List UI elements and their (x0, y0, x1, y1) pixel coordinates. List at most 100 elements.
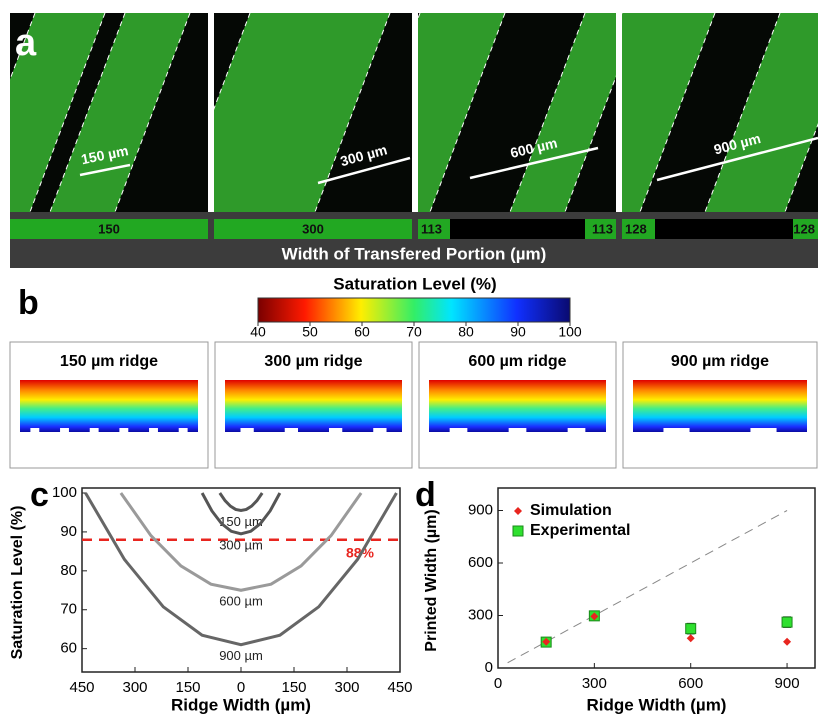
stripe (214, 13, 390, 212)
sim-field (20, 380, 198, 432)
marker (542, 637, 551, 646)
y-tick-label: 60 (60, 640, 77, 657)
curve-label: 150 µm (219, 514, 263, 529)
curve (218, 492, 264, 513)
stripe (50, 13, 190, 212)
transfer-label: 128 (793, 221, 815, 236)
sim-groove (60, 428, 69, 434)
micrograph: 150 µm (10, 13, 208, 212)
x-tick-label: 0 (494, 675, 502, 692)
y-axis-title: Printed Width (µm) (423, 509, 440, 651)
x-tick-label: 300 (334, 679, 359, 696)
marker (686, 634, 695, 643)
sim-field (225, 380, 402, 432)
sim-groove (449, 428, 468, 434)
x-tick-label: 300 (582, 675, 607, 692)
transfer-label: 113 (592, 221, 613, 236)
micrograph: 600 µm (418, 13, 616, 212)
x-tick-label: 450 (387, 679, 412, 696)
panel-label: a (15, 22, 37, 64)
panel-label: d (415, 476, 436, 514)
sim-groove (567, 428, 586, 434)
transfer-segment (10, 219, 208, 239)
transfer-label: 128 (625, 221, 647, 236)
sim-groove (750, 428, 777, 434)
marker (783, 637, 792, 646)
sim-title: 900 µm ridge (671, 353, 769, 370)
transfer-segment (214, 219, 412, 239)
micrograph: 900 µm (622, 13, 818, 212)
y-axis-title: Saturation Level (%) (9, 506, 26, 660)
transfer-segment (793, 219, 818, 239)
transfer-segment (622, 219, 655, 239)
sim-groove (328, 428, 343, 434)
transfer-axis-title: Width of Transfered Portion (µm) (282, 244, 547, 263)
stripe (418, 13, 505, 212)
sim-groove (663, 428, 690, 434)
transfer-label: 150 (98, 221, 120, 236)
sim-title: 600 µm ridge (468, 353, 566, 370)
sim-groove (508, 428, 527, 434)
sim-groove (240, 428, 254, 434)
transfer-segment (585, 219, 616, 239)
sim-groove (284, 428, 299, 434)
stripe (705, 13, 818, 212)
y-tick-label: 0 (485, 659, 493, 676)
sim-groove (149, 428, 158, 434)
marker (781, 616, 793, 628)
x-tick-label: 900 (775, 675, 800, 692)
y-tick-label: 900 (468, 501, 493, 518)
scale-line (317, 156, 411, 185)
scale-line (469, 146, 599, 180)
curve-label: 600 µm (219, 594, 263, 609)
curve-label: 300 µm (219, 537, 263, 552)
sim-title: 300 µm ridge (264, 353, 362, 370)
sim-groove (178, 428, 188, 434)
sim-groove (119, 428, 129, 434)
sim-field (633, 380, 807, 432)
y-tick-label: 90 (60, 523, 77, 540)
micrograph: 300 µm (214, 13, 412, 212)
legend-label: Experimental (530, 522, 630, 539)
curve (200, 492, 282, 536)
x-axis-title: Ridge Width (µm) (171, 695, 311, 714)
y-tick-label: 70 (60, 601, 77, 618)
sim-field (429, 380, 606, 432)
curve (119, 492, 363, 592)
legend-marker (512, 525, 524, 537)
colorbar-tick-label: 40 (250, 324, 266, 340)
stripe (10, 13, 105, 212)
x-tick-label: 150 (281, 679, 306, 696)
y-tick-label: 80 (60, 562, 77, 579)
marker (590, 612, 599, 621)
colorbar-tick-label: 70 (406, 324, 422, 340)
panel-label: b (18, 284, 39, 322)
sim-groove (89, 428, 99, 434)
x-tick-label: 0 (237, 679, 245, 696)
colorbar-tick-label: 60 (354, 324, 370, 340)
stripe (622, 13, 715, 212)
transfer-segment (418, 219, 450, 239)
colorbar-tick-label: 90 (510, 324, 526, 340)
transfer-label: 300 (302, 221, 324, 236)
colorbar (257, 297, 571, 323)
colorbar-tick-label: 100 (558, 324, 582, 340)
transfer-label: 113 (421, 221, 442, 236)
plot-frame (497, 487, 816, 669)
curve-label: 900 µm (219, 648, 263, 663)
scale-line (656, 136, 818, 182)
colorbar-title: Saturation Level (%) (333, 274, 496, 293)
colorbar-tick-label: 80 (458, 324, 474, 340)
panel-label: c (30, 476, 49, 514)
x-tick-label: 450 (69, 679, 94, 696)
marker (685, 623, 697, 635)
x-axis-title: Ridge Width (µm) (587, 695, 727, 714)
y-tick-label: 300 (468, 606, 493, 623)
sim-title: 150 µm ridge (60, 353, 158, 370)
legend-label: Simulation (530, 502, 612, 519)
colorbar-tick-label: 50 (302, 324, 318, 340)
transfer-bg (418, 219, 616, 239)
sim-groove (373, 428, 387, 434)
y-tick-label: 600 (468, 554, 493, 571)
